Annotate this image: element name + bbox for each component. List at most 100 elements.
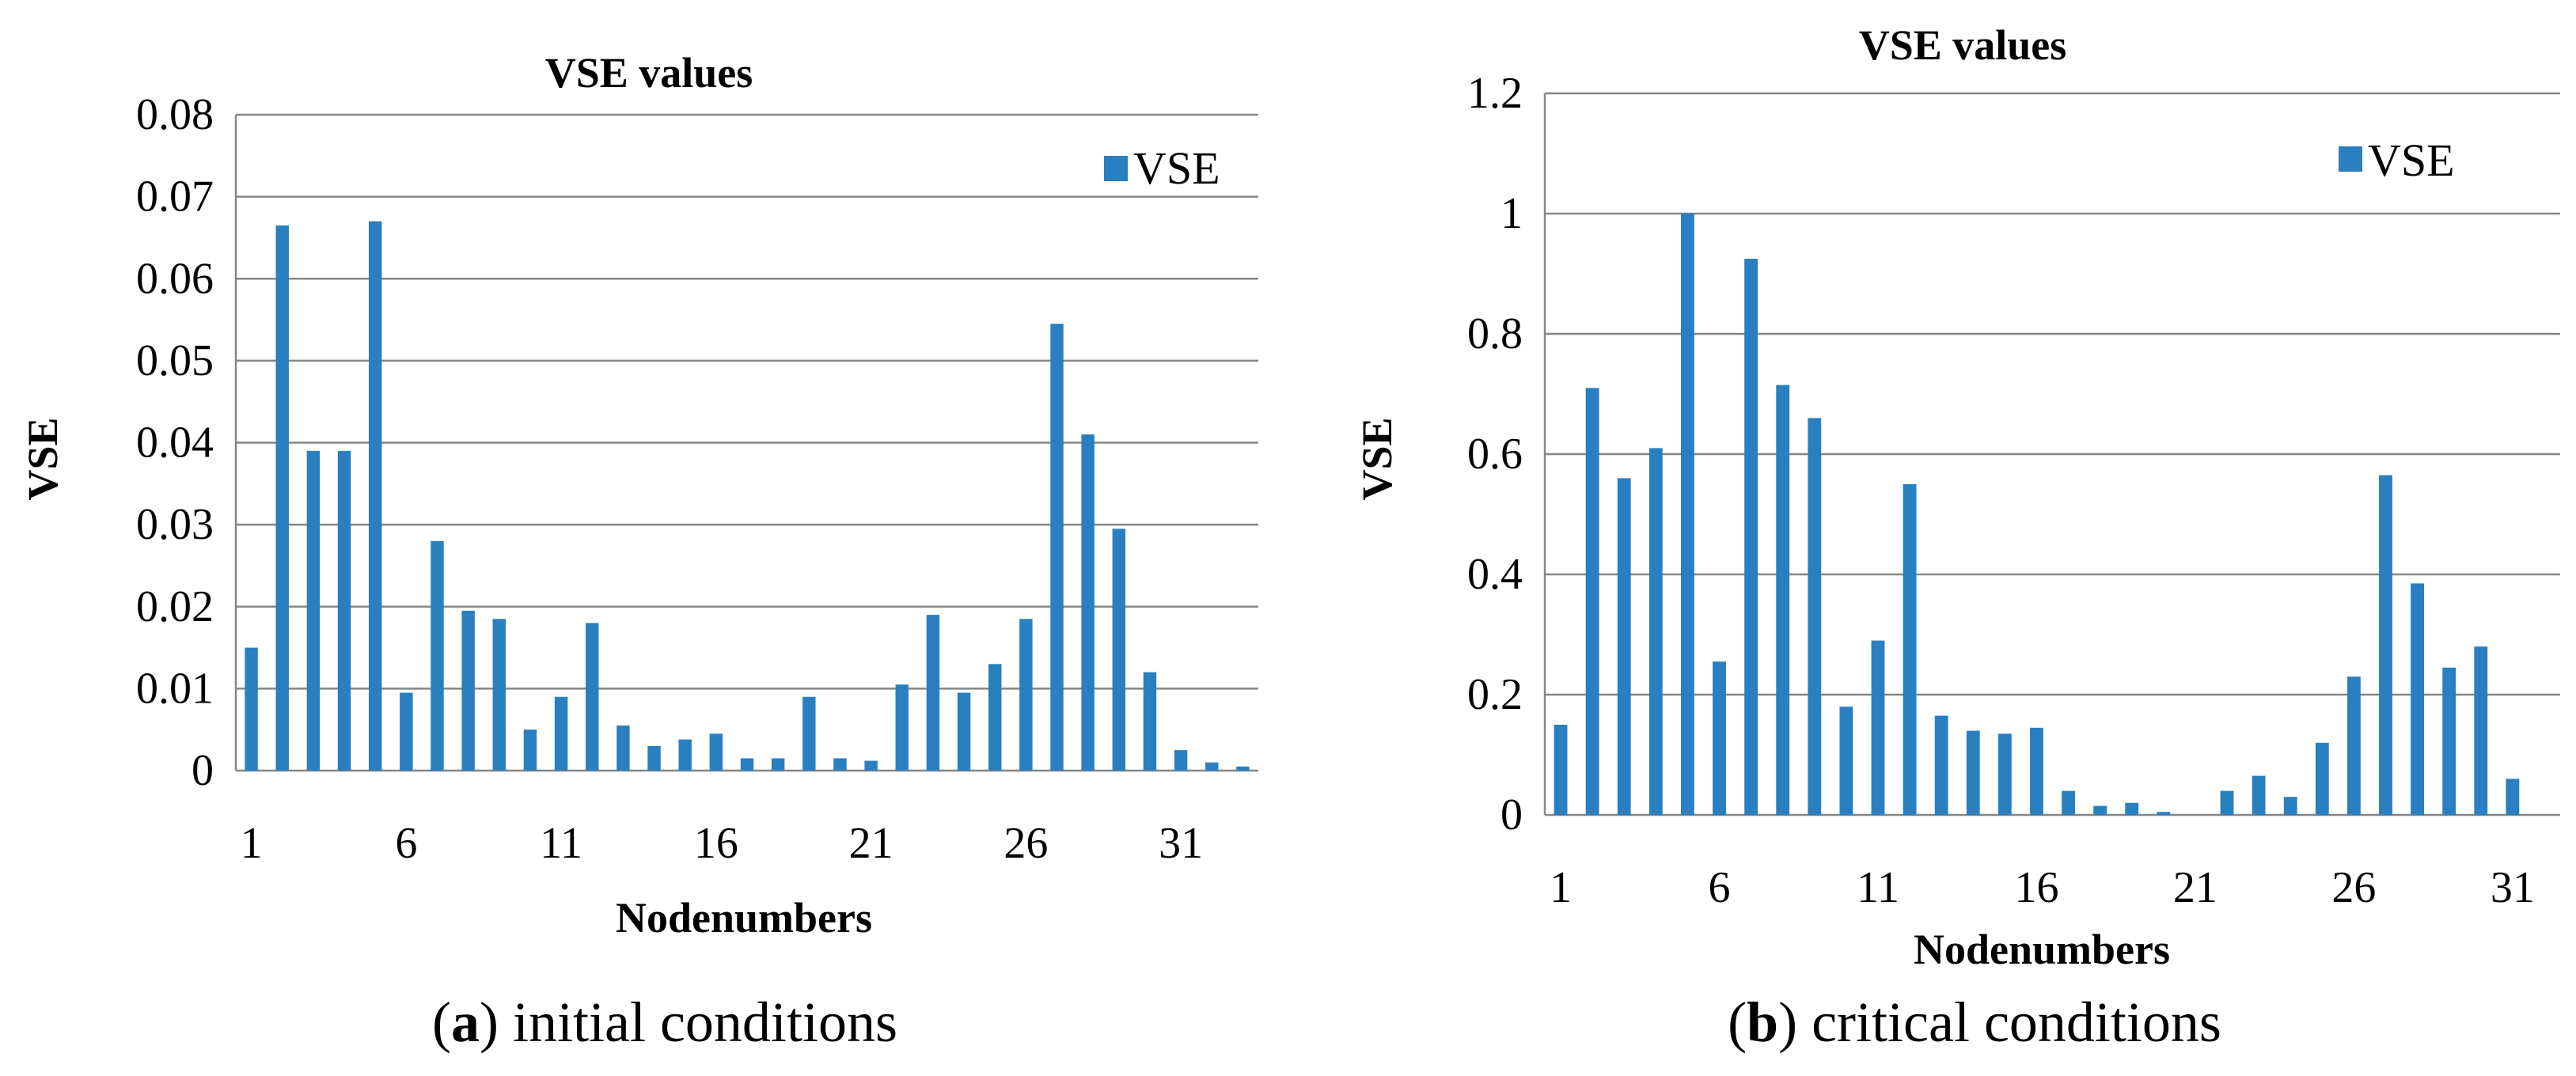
- chart-a-bar-32: [1205, 762, 1219, 771]
- chart-b-bar-8: [1776, 385, 1790, 816]
- chart-b-bar-19: [2125, 802, 2139, 815]
- chart-a-ytick-label: 0.04: [136, 419, 214, 468]
- chart-b-bar-29: [2442, 667, 2456, 815]
- chart-b-bar-15: [1997, 733, 2012, 815]
- chart-a-bar-6: [400, 692, 413, 771]
- chart-b-bar-30: [2474, 646, 2488, 815]
- chart-a-bar-19: [802, 696, 816, 771]
- chart-a-ytick-label: 0.06: [136, 254, 214, 303]
- chart-a-ytick-label: 0.07: [136, 172, 214, 222]
- chart-a-bar-10: [523, 729, 537, 771]
- chart-b-xtick-label: 6: [1709, 863, 1731, 912]
- chart-b-ytick-label: 0.8: [1467, 309, 1523, 358]
- chart-b-bar-5: [1681, 214, 1694, 815]
- chart-a-bar-18: [771, 758, 785, 771]
- chart-a-ytick-label: 0.02: [136, 582, 214, 631]
- chart-b-bar-22: [2220, 790, 2234, 815]
- chart-a-xtick-label: 16: [694, 819, 738, 868]
- chart-b-caption-text: critical conditions: [1812, 991, 2221, 1054]
- chart-a-bar-33: [1236, 766, 1250, 771]
- chart-a-caption-label: a: [451, 991, 480, 1054]
- chart-b-legend-label: VSE: [2368, 134, 2455, 186]
- chart-a-title: VSE values: [545, 49, 753, 97]
- chart-b-ytick-label: 0: [1500, 790, 1523, 839]
- chart-b-caption-label: b: [1747, 991, 1778, 1054]
- chart-b-xtick-label: 1: [1550, 863, 1572, 912]
- chart-a-ytick-label: 0.05: [136, 336, 214, 385]
- chart-a-ytick-label: 0.01: [136, 664, 214, 713]
- chart-b-xtick-label: 26: [2331, 863, 2376, 912]
- chart-a-bar-29: [1112, 529, 1126, 771]
- chart-b-bar-28: [2411, 583, 2424, 815]
- chart-b-bar-25: [2315, 742, 2329, 815]
- chart-b-caption-open: (: [1728, 991, 1747, 1054]
- chart-b-plot: 00.20.40.60.811.21 6 11 16 21 26 31: [1467, 69, 2560, 912]
- chart-b-caption: (b) critical conditions: [1728, 991, 2221, 1054]
- chart-a-bar-3: [306, 450, 321, 771]
- chart-a-bar-12: [586, 623, 599, 771]
- chart-b-bar-11: [1871, 640, 1885, 815]
- chart-a-legend-label: VSE: [1133, 142, 1220, 194]
- chart-b-xtick-label: 31: [2491, 863, 2535, 912]
- chart-b-bar-27: [2379, 475, 2392, 815]
- chart-a-bar-7: [431, 540, 444, 771]
- chart-b-bar-17: [2062, 790, 2075, 815]
- chart-b-ylabel: VSE: [1353, 417, 1401, 500]
- chart-b-legend-swatch: [2339, 146, 2362, 172]
- chart-a-bar-26: [1019, 619, 1033, 771]
- chart-a-legend-swatch: [1104, 156, 1128, 181]
- chart-a-bar-1: [245, 647, 258, 771]
- chart-a-ytick-label: 0.08: [136, 90, 214, 139]
- chart-a-caption: (a) initial conditions: [432, 991, 897, 1054]
- chart-a-caption-close: ): [480, 991, 499, 1054]
- chart-b-bar-12: [1903, 484, 1917, 815]
- chart-b-bar-31: [2506, 779, 2520, 815]
- chart-b-bar-23: [2252, 775, 2266, 815]
- chart-b-xlabel: Nodenumbers: [1914, 926, 2170, 973]
- chart-a-xtick-label: 21: [849, 819, 893, 868]
- chart-a-bar-28: [1081, 434, 1095, 771]
- chart-a-xtick-label: 11: [540, 819, 582, 868]
- chart-a-bar-27: [1050, 324, 1064, 771]
- chart-b-bar-9: [1808, 418, 1822, 815]
- chart-b-bar-6: [1713, 661, 1726, 815]
- chart-b-caption-close: ): [1778, 991, 1797, 1054]
- chart-a-xtick-label: 31: [1159, 819, 1203, 868]
- chart-a-bar-4: [337, 450, 351, 771]
- chart-a-plot: 00.010.020.030.040.050.060.070.081 6 11 16 2…: [136, 90, 1258, 868]
- chart-a-caption-open: (: [432, 991, 451, 1054]
- chart-a-ytick-label: 0.03: [136, 500, 214, 549]
- chart-b-bar-2: [1585, 388, 1599, 815]
- chart-b-xtick-label: 16: [2014, 863, 2058, 912]
- chart-a-bar-25: [988, 664, 1002, 771]
- chart-a-bar-13: [616, 726, 630, 771]
- chart-b-ytick-label: 0.6: [1467, 430, 1523, 479]
- chart-a-xtick-label: 26: [1003, 819, 1048, 868]
- chart-a-xtick-label: 6: [395, 819, 417, 868]
- chart-a-xtick-label: 1: [241, 819, 263, 868]
- chart-a-bar-20: [833, 758, 847, 771]
- chart-a-bar-16: [709, 733, 723, 771]
- chart-a-legend: VSE: [1104, 142, 1220, 194]
- chart-b-xtick-label: 21: [2173, 863, 2217, 912]
- chart-b-legend: VSE: [2339, 134, 2455, 186]
- chart-b-bar-14: [1966, 730, 1980, 815]
- chart-b-bar-3: [1617, 478, 1631, 815]
- chart-a-bar-5: [368, 221, 382, 771]
- chart-a-bar-23: [926, 615, 940, 771]
- chart-a-bar-9: [492, 619, 506, 771]
- chart-a-bar-14: [647, 745, 661, 771]
- chart-b-ytick-label: 0.4: [1467, 550, 1523, 599]
- chart-b-ytick-label: 1: [1500, 189, 1523, 238]
- chart-a-ytick-label: 0: [192, 746, 214, 795]
- chart-b-ytick-label: 0.2: [1467, 670, 1523, 719]
- chart-b-bar-10: [1839, 707, 1853, 815]
- chart-b-bar-18: [2093, 805, 2107, 815]
- chart-a-bar-15: [678, 739, 692, 771]
- chart-a-bar-21: [864, 760, 878, 771]
- chart-b-bar-24: [2283, 797, 2297, 815]
- chart-a-caption-text: initial conditions: [513, 991, 897, 1054]
- chart-b-bar-26: [2346, 676, 2361, 815]
- chart-b-bar-13: [1934, 715, 1948, 815]
- chart-a-bar-2: [275, 225, 289, 771]
